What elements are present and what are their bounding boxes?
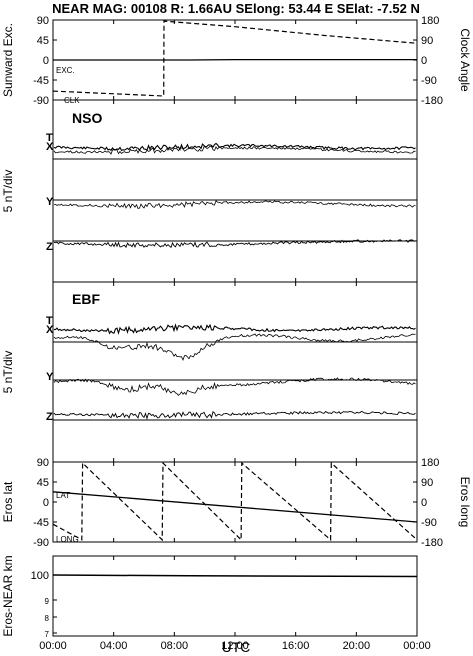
panel-eros-frame — [52, 461, 418, 543]
ebf-trace-y — [53, 377, 416, 396]
range-series-line — [52, 574, 418, 578]
ebf-label-y: Y — [46, 371, 54, 383]
ebf-label-x: X — [46, 324, 54, 336]
panel-nso-ylabel: 5 nT/div — [1, 170, 15, 213]
ebf-trace-x — [53, 333, 416, 361]
nso-label-x: X — [46, 141, 54, 153]
exc-series-label: EXC. — [56, 66, 75, 75]
panel-range-frame — [52, 555, 418, 637]
clock-tick-label-right: 90 — [421, 35, 433, 47]
time-axis: 00:00 04:00 08:00 12:00 16:00 20:00 00:00 — [39, 20, 431, 652]
long-series-line — [52, 461, 418, 542]
panel-nso-frame — [52, 99, 418, 283]
ebf-trace-t — [53, 323, 416, 336]
eros-tick-label-left: 0 — [43, 497, 49, 509]
nso-trace-z — [53, 239, 416, 249]
panel-eros-ticks: 90 180 45 90 0 0 -45 -90 -90 -180 — [33, 457, 443, 549]
lat-series-label: LAT — [56, 491, 70, 500]
x-tick-label: 12:00 — [221, 640, 249, 652]
eros-tick-label-left: -45 — [33, 517, 49, 529]
x-tick-label: 16:00 — [282, 640, 310, 652]
eros-tick-label-left: 45 — [37, 477, 49, 489]
range-tick-label: 100 — [31, 570, 49, 582]
x-tick-label: 00:00 — [403, 640, 431, 652]
eros-tick-label-left: -90 — [33, 537, 49, 549]
eros-tick-label-left: 90 — [37, 457, 49, 469]
clock-tick-label-left: 0 — [43, 55, 49, 67]
clock-tick-label-left: -90 — [33, 95, 49, 107]
eros-tick-label-right: -90 — [421, 517, 437, 529]
panel-ebf-frame — [52, 281, 418, 463]
nso-label-t: T — [46, 132, 53, 144]
panel-nso-traces — [53, 142, 416, 249]
panel-eros-ylabel-right: Eros long — [458, 477, 472, 528]
figure-title: NEAR MAG: 00108 R: 1.66AU SElong: 53.44 … — [52, 1, 420, 16]
x-tick-label: 20:00 — [343, 640, 371, 652]
clock-tick-label-left: 45 — [37, 35, 49, 47]
x-tick-label: 08:00 — [161, 640, 189, 652]
panel-ebf-ylabel: 5 nT/div — [1, 351, 15, 394]
eros-tick-label-right: 180 — [421, 457, 439, 469]
clock-tick-label-right: 180 — [421, 15, 439, 27]
panel-clock-ylabel-left: Sunward Exc. — [1, 23, 15, 97]
nso-trace-t — [53, 142, 416, 152]
x-tick-label: 00:00 — [39, 640, 67, 652]
range-tick-label: 7 — [45, 630, 50, 639]
nso-label-y: Y — [46, 196, 54, 208]
clk-series-line — [52, 20, 418, 97]
panel-nso-label: NSO — [72, 110, 102, 126]
clock-tick-label-left: 90 — [37, 15, 49, 27]
panel-nso-grid — [53, 158, 417, 242]
range-tick-label: 8 — [45, 614, 50, 623]
panel-ebf-grid — [53, 341, 417, 421]
nso-label-z: Z — [46, 241, 53, 253]
panel-ebf: EBF 5 nT/div T X Y Z — [1, 281, 418, 463]
clock-tick-label-right: 0 — [421, 55, 427, 67]
panel-eros: Eros lat Eros long 90 180 45 90 0 0 -45 -90 -90 -… — [1, 457, 472, 549]
x-tick-label: 04:00 — [100, 640, 128, 652]
clock-tick-label-left: -45 — [33, 75, 49, 87]
eros-tick-label-right: 90 — [421, 477, 433, 489]
panel-eros-ylabel-left: Eros lat — [1, 481, 15, 522]
nso-trace-y — [54, 200, 416, 209]
long-series-label: LONG — [56, 535, 79, 544]
ebf-label-z: Z — [46, 411, 53, 423]
lat-series-line — [52, 491, 418, 523]
range-tick-label: 9 — [45, 597, 50, 606]
panel-clock: Sunward Exc. Clock Angle 90 180 45 90 0 0 -45 -… — [1, 15, 472, 107]
eros-tick-label-right: -180 — [421, 537, 443, 549]
clock-tick-label-right: -90 — [421, 75, 437, 87]
clock-tick-label-right: -180 — [421, 95, 443, 107]
ebf-trace-z — [53, 410, 416, 420]
nso-trace-x — [53, 145, 416, 155]
panel-range: Eros-NEAR km 100 9 8 7 — [1, 555, 418, 639]
panel-nso: NSO 5 nT/div T X Y Z — [1, 99, 418, 283]
panel-ebf-label: EBF — [72, 291, 100, 307]
panel-range-ylabel: Eros-NEAR km — [1, 555, 15, 636]
panel-clock-ylabel-right: Clock Angle — [458, 28, 472, 92]
panel-ebf-traces — [53, 323, 416, 420]
x-axis-label: UTC — [222, 639, 251, 655]
eros-tick-label-right: 0 — [421, 497, 427, 509]
ebf-label-t: T — [46, 315, 53, 327]
